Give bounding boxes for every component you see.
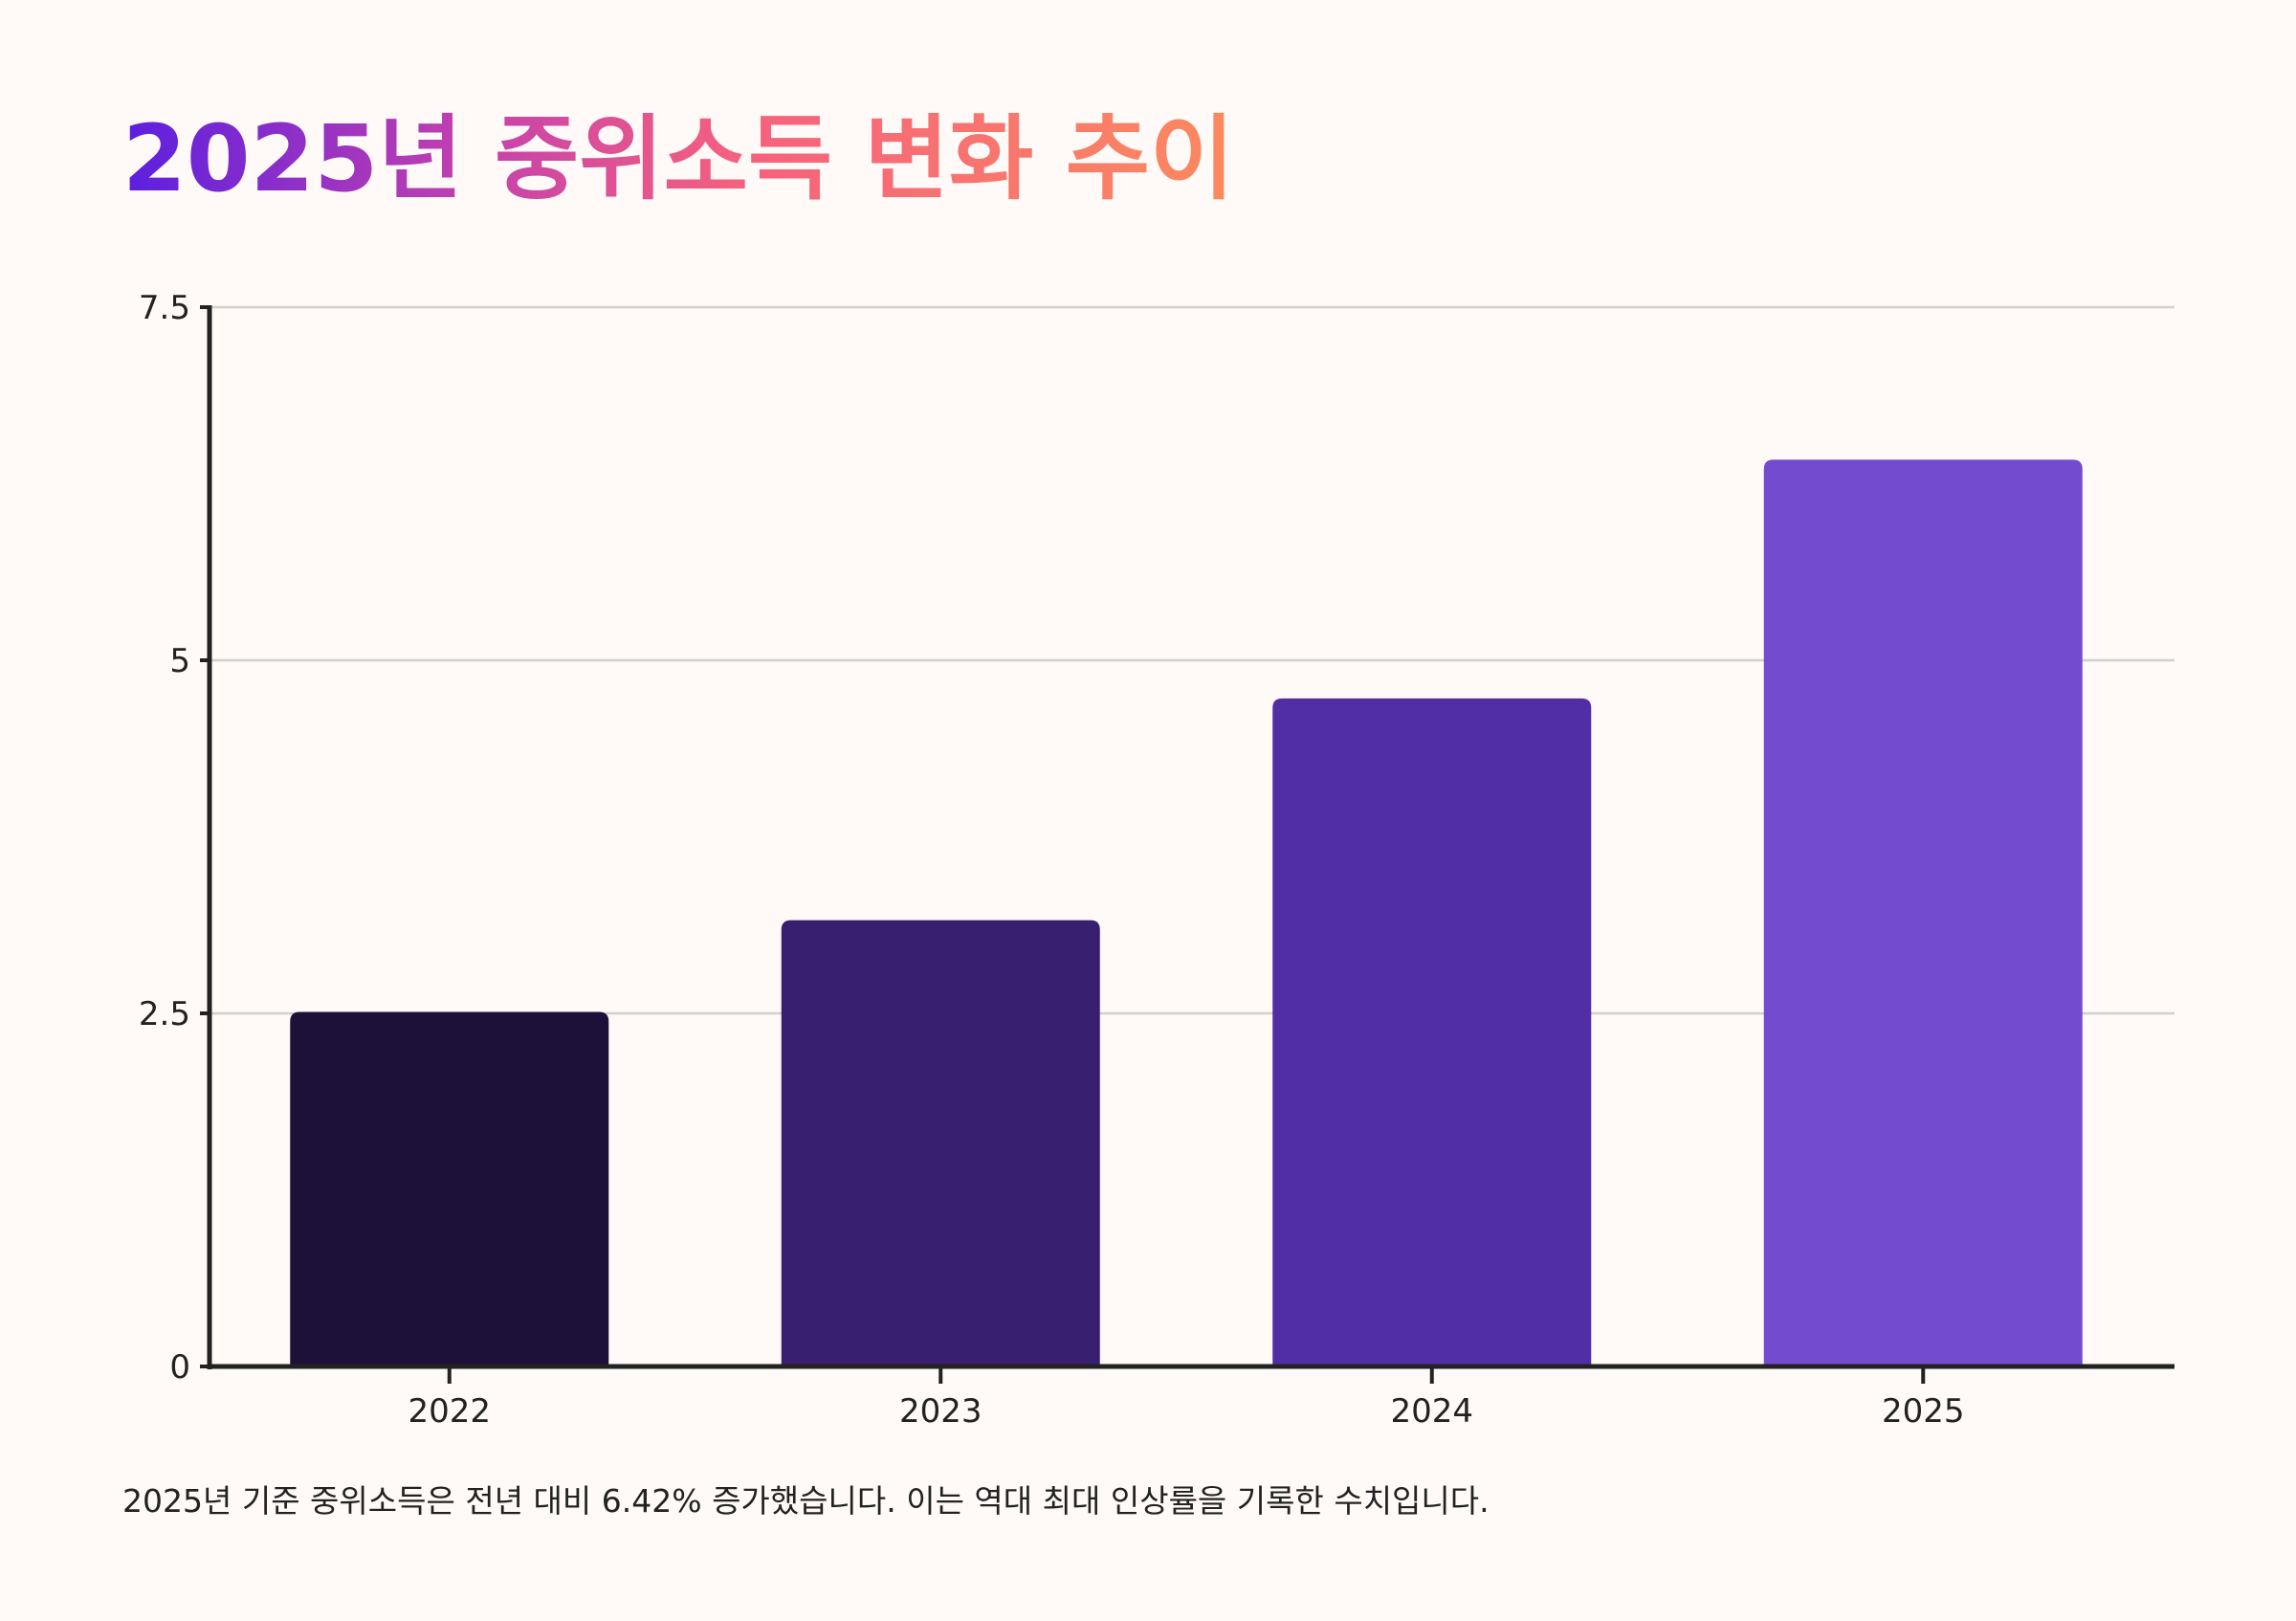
bar-2024	[1272, 698, 1592, 1366]
chart-caption: 2025년 기준 중위소득은 전년 대비 6.42% 증가했습니다. 이는 역대…	[122, 1482, 1490, 1520]
x-tick-label: 2024	[1390, 1392, 1473, 1431]
x-tick-label: 2023	[899, 1392, 982, 1431]
bar-2025	[1763, 459, 2083, 1367]
x-tick-label: 2025	[1882, 1392, 1965, 1431]
y-tick-label: 2.5	[139, 995, 190, 1033]
chart-title: 2025년 중위소득 변화 추이	[122, 84, 1234, 217]
bar-2022	[290, 1011, 609, 1366]
y-tick-label: 0	[169, 1348, 190, 1387]
y-tick-label: 5	[169, 642, 190, 680]
y-tick-label: 7.5	[139, 289, 190, 327]
bar-2023	[781, 920, 1100, 1366]
x-tick-label: 2022	[408, 1392, 491, 1431]
